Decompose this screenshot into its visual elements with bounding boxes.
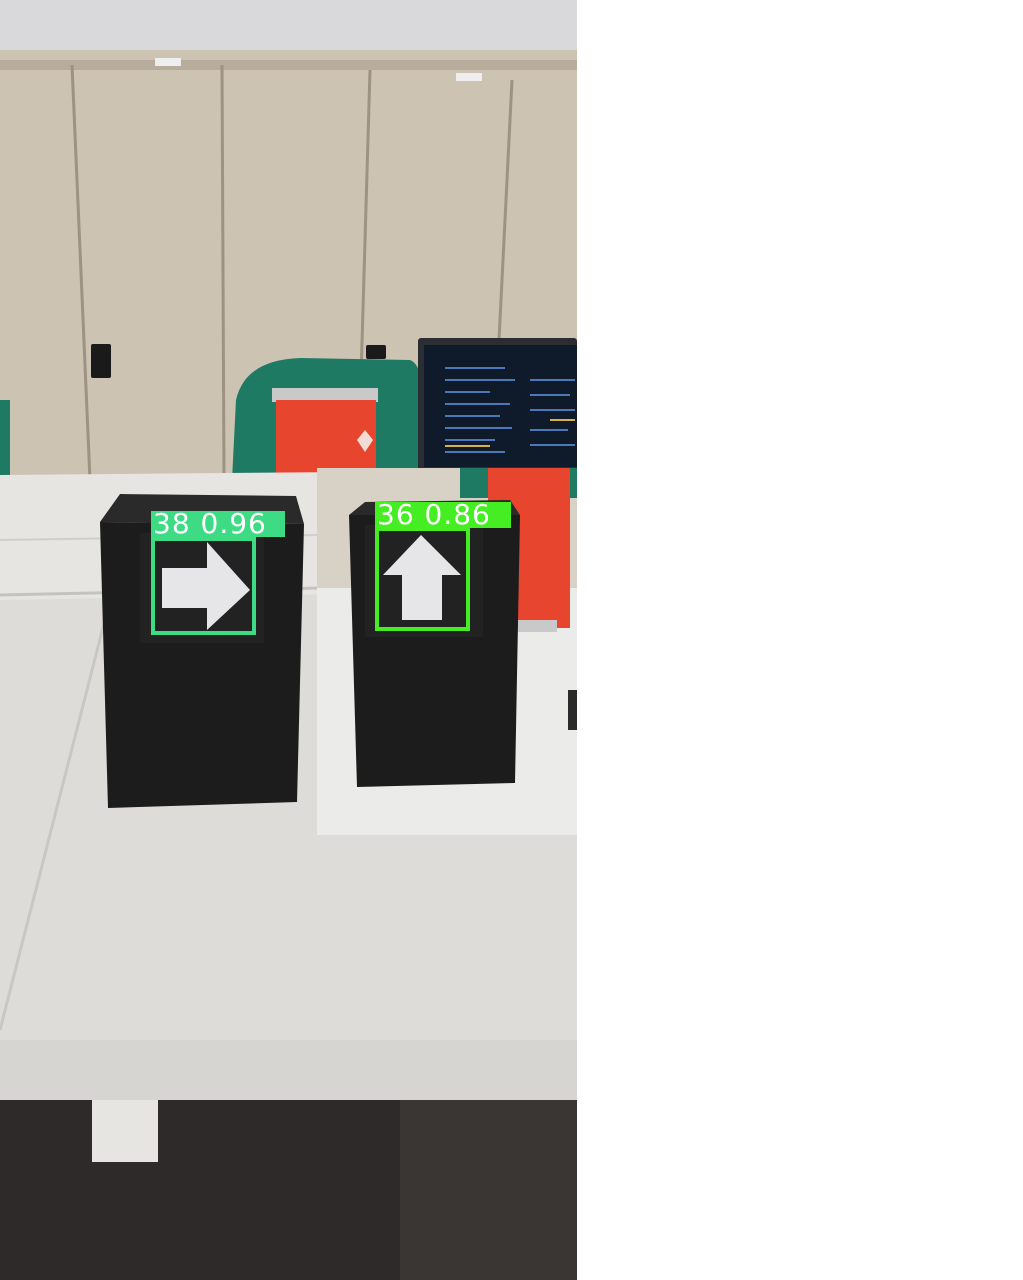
detection-box-36	[375, 527, 470, 631]
right-arrow-sign	[162, 542, 250, 630]
cup-lid	[272, 388, 378, 402]
detection-photo: 38 0.96 36 0.86	[0, 0, 577, 1280]
up-arrow-sign	[383, 535, 461, 620]
photo-scene	[0, 0, 577, 1280]
cabinet-lock	[91, 344, 111, 378]
detection-box-38	[151, 537, 256, 635]
table-seam	[0, 599, 112, 1031]
cabinet-lock	[366, 345, 386, 359]
table-leg	[92, 1100, 158, 1162]
table-edge	[0, 1040, 577, 1100]
detection-label-38: 38 0.96	[151, 510, 285, 538]
detection-label-36: 36 0.86	[375, 501, 511, 529]
